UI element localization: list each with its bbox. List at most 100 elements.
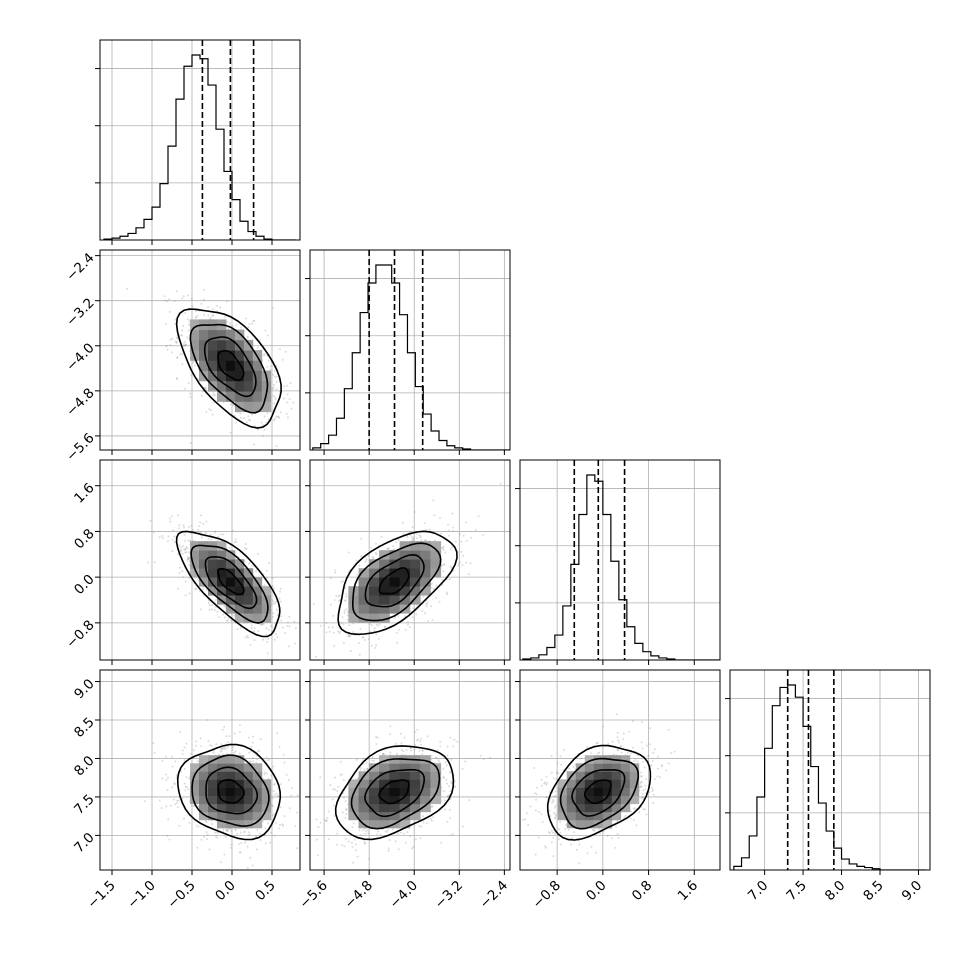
density-cell — [199, 350, 209, 361]
scatter-point — [361, 829, 364, 832]
scatter-point — [399, 732, 402, 735]
scatter-point — [238, 851, 241, 854]
density-cell — [379, 779, 390, 788]
scatter-point — [256, 874, 258, 876]
scatter-point — [188, 564, 191, 567]
scatter-point — [191, 361, 194, 364]
y-tick-label-2-2: 0.8 — [71, 526, 98, 553]
scatter-point — [216, 836, 219, 839]
density-cell — [199, 329, 209, 341]
scatter-point — [213, 609, 216, 611]
density-cell — [368, 559, 380, 569]
density-cell — [199, 550, 209, 560]
scatter-point — [274, 398, 277, 401]
scatter-point — [174, 803, 177, 806]
density-cell — [234, 380, 245, 392]
scatter-point — [234, 828, 237, 831]
scatter-point — [239, 412, 242, 415]
scatter-point — [207, 306, 209, 309]
scatter-point — [443, 790, 446, 793]
scatter-point — [215, 743, 218, 746]
scatter-point — [468, 799, 471, 802]
scatter-point — [158, 536, 161, 539]
scatter-point — [394, 742, 397, 745]
scatter-point — [153, 561, 156, 564]
scatter-point — [283, 815, 286, 818]
scatter-point — [362, 636, 365, 639]
density-cell — [389, 577, 401, 587]
scatter-point — [229, 403, 232, 406]
scatter-point — [346, 829, 349, 832]
scatter-point — [173, 782, 176, 785]
scatter-point — [358, 653, 361, 656]
scatter-point — [449, 817, 452, 820]
scatter-point — [421, 753, 424, 755]
density-cell — [217, 329, 227, 341]
scatter-point — [351, 841, 353, 844]
scatter-point — [453, 780, 456, 783]
scatter-point — [200, 302, 203, 305]
scatter-point — [251, 413, 254, 416]
density-cell — [368, 787, 380, 796]
density-cell — [243, 370, 254, 382]
scatter-point — [187, 557, 190, 560]
density-cell — [225, 370, 236, 382]
scatter-point — [171, 550, 174, 552]
scatter-point — [224, 746, 227, 748]
scatter-point — [174, 322, 177, 325]
scatter-point — [334, 788, 336, 791]
density-cell — [261, 380, 272, 392]
scatter-point — [365, 768, 368, 771]
density-cell — [379, 586, 390, 596]
panel-frame — [309, 249, 511, 451]
scatter-point — [202, 390, 204, 393]
scatter-point — [442, 768, 445, 770]
density-cell — [225, 811, 236, 821]
scatter-point — [273, 587, 276, 590]
scatter-point — [324, 819, 327, 822]
scatter-point — [342, 811, 344, 814]
scatter-point — [437, 759, 440, 762]
scatter-point — [397, 539, 400, 541]
density-cell — [252, 586, 263, 596]
density-cell — [199, 577, 209, 587]
scatter-point — [240, 326, 243, 329]
scatter-point — [325, 820, 328, 823]
scatter-point — [173, 783, 176, 786]
scatter-point — [270, 624, 272, 627]
density-cell — [379, 763, 390, 772]
density-cell — [389, 811, 401, 821]
scatter-point — [369, 623, 372, 625]
scatter-point — [402, 532, 405, 535]
scatter-point — [194, 316, 197, 319]
scatter-point — [306, 416, 308, 418]
density-cell — [243, 350, 254, 361]
scatter-point — [373, 630, 375, 633]
scatter-point — [263, 354, 266, 357]
scatter-point — [265, 421, 268, 424]
scatter-point — [207, 601, 210, 604]
scatter-point — [425, 605, 428, 608]
scatter-point — [269, 365, 272, 368]
scatter-point — [186, 558, 189, 561]
scatter-point — [451, 546, 454, 549]
scatter-point — [387, 847, 390, 850]
density-cell — [190, 763, 200, 772]
scatter-point — [199, 608, 202, 611]
contour-2-0-3 — [175, 530, 281, 638]
scatter-point — [284, 632, 286, 634]
scatter-point — [396, 641, 399, 644]
scatter-point — [410, 749, 413, 752]
scatter-point — [208, 608, 211, 611]
scatter-point — [195, 316, 198, 319]
scatter-point — [356, 573, 359, 576]
scatter-point — [195, 740, 198, 743]
scatter-point — [359, 769, 362, 772]
scatter-point — [273, 419, 276, 422]
scatter-point — [389, 751, 392, 754]
scatter-point — [168, 298, 170, 301]
density-cell — [208, 811, 218, 821]
scatter-point — [275, 375, 278, 378]
scatter-point — [329, 784, 332, 787]
scatter-point — [421, 749, 424, 752]
